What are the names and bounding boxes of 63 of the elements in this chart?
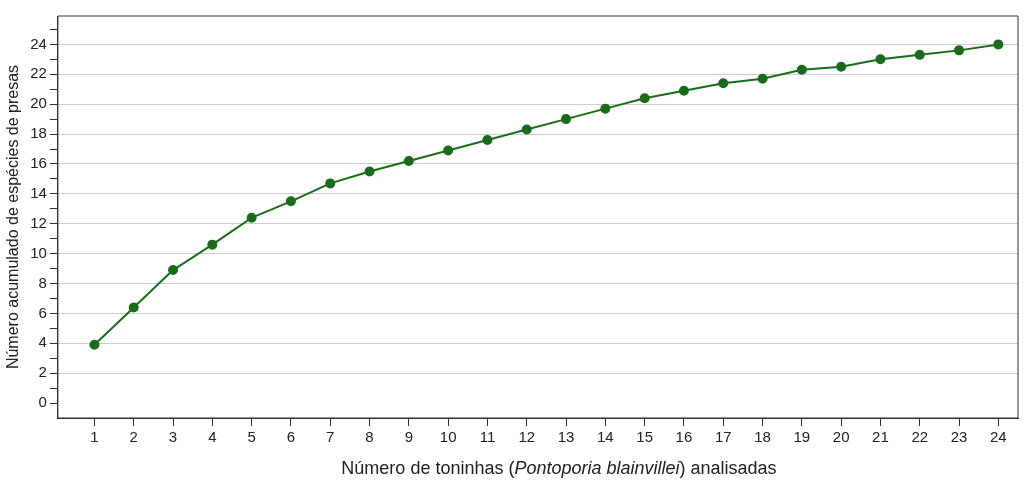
x-tick-label: 11 <box>479 428 496 446</box>
point <box>836 61 847 72</box>
y-tick-label: 24 <box>30 34 47 52</box>
x-tick-label: 22 <box>911 428 929 446</box>
x-tick-label: 15 <box>636 428 653 446</box>
x-tick-label: 4 <box>208 428 217 446</box>
point <box>954 45 965 56</box>
y-axis-title: Número acumulado de espécies de presas <box>4 64 22 370</box>
y-tick-label: 0 <box>38 393 47 411</box>
point <box>89 339 100 350</box>
point <box>443 145 454 156</box>
point <box>561 114 572 125</box>
point <box>914 49 925 60</box>
point <box>796 64 807 75</box>
y-tick-label: 10 <box>30 243 47 261</box>
x-tick-label: 19 <box>793 428 811 446</box>
y-tick-label: 16 <box>30 154 47 172</box>
x-tick-label: 16 <box>675 428 693 446</box>
point <box>718 78 729 89</box>
y-tick-label: 20 <box>30 94 47 112</box>
x-tick-label: 1 <box>90 428 99 446</box>
x-tick-label: 21 <box>872 428 889 446</box>
y-tick-label: 8 <box>38 273 47 291</box>
point <box>875 54 886 65</box>
x-tick-label: 13 <box>557 428 575 446</box>
x-tick-label: 20 <box>832 428 850 446</box>
x-tick-label: 23 <box>950 428 968 446</box>
x-tick-label: 5 <box>247 428 256 446</box>
y-tick-label: 18 <box>30 124 47 142</box>
point <box>168 265 179 276</box>
x-tick-label: 10 <box>439 428 457 446</box>
point <box>678 85 689 96</box>
point <box>639 93 650 104</box>
x-tick-label: 24 <box>990 428 1007 446</box>
point <box>285 196 296 207</box>
point <box>364 166 375 177</box>
x-axis-title: Número de toninhas (Pontoporia blainvillei) analisadas <box>340 458 778 479</box>
x-tick-label: 17 <box>714 428 732 446</box>
y-tick-label: 2 <box>38 363 47 381</box>
point <box>128 302 139 313</box>
point <box>757 73 768 84</box>
point <box>600 103 611 114</box>
y-tick-label: 14 <box>30 183 47 201</box>
x-tick-label: 9 <box>404 428 414 446</box>
x-tick-label: 8 <box>365 428 374 446</box>
point <box>993 39 1004 50</box>
x-tick-label: 6 <box>286 428 296 446</box>
x-tick-label: 2 <box>129 428 138 446</box>
x-tick-label: 3 <box>168 428 178 446</box>
x-tick-label: 14 <box>597 428 614 446</box>
point <box>521 124 532 135</box>
y-tick-label: 22 <box>30 64 47 82</box>
x-tick-label: 18 <box>754 428 771 446</box>
x-tick-label: 12 <box>518 428 536 446</box>
y-tick-label: 4 <box>38 333 47 351</box>
y-tick-label: 6 <box>38 303 47 321</box>
point <box>403 155 414 166</box>
point <box>207 239 218 250</box>
y-tick-label: 12 <box>30 213 47 231</box>
point <box>482 135 493 146</box>
point <box>246 212 257 223</box>
point <box>325 178 336 189</box>
x-tick-label: 7 <box>326 428 335 446</box>
